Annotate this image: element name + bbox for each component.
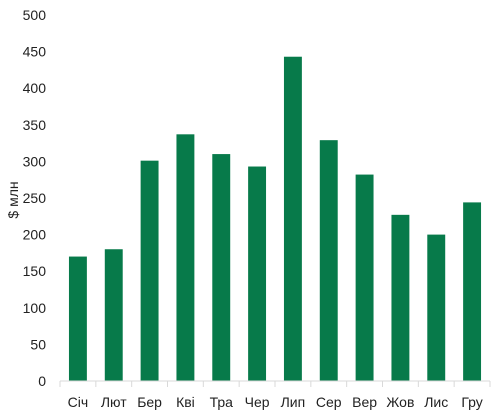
bar — [391, 214, 410, 381]
x-tick-label: Гру — [461, 394, 482, 410]
bar — [283, 56, 302, 381]
y-axis-title: $ млн — [5, 181, 21, 218]
y-tick-label: 350 — [23, 117, 47, 133]
y-tick-label: 300 — [23, 153, 47, 169]
bar — [212, 154, 231, 381]
y-tick-label: 150 — [23, 263, 47, 279]
x-tick-label: Кві — [176, 394, 195, 410]
x-tick-label: Лют — [101, 394, 127, 410]
y-tick-label: 250 — [23, 190, 47, 206]
y-tick-label: 500 — [23, 7, 47, 23]
bar — [463, 202, 482, 381]
bars — [68, 56, 482, 381]
x-tick-label: Лип — [281, 394, 306, 410]
y-tick-label: 100 — [23, 300, 47, 316]
x-tick-label: Чер — [245, 394, 270, 410]
bar — [140, 160, 159, 381]
x-tick-label: Тра — [210, 394, 234, 410]
bar — [248, 166, 267, 381]
bar — [68, 256, 87, 381]
x-tick-label: Сер — [316, 394, 342, 410]
y-tick-label: 200 — [23, 227, 47, 243]
y-tick-label: 50 — [30, 336, 46, 352]
bar — [104, 249, 123, 381]
bar — [355, 174, 374, 381]
bar — [319, 140, 338, 381]
bar — [427, 234, 446, 381]
y-tick-label: 400 — [23, 80, 47, 96]
bar — [176, 134, 195, 381]
y-tick-label: 0 — [38, 373, 46, 389]
x-axis — [59, 380, 491, 387]
x-tick-label: Жов — [386, 394, 414, 410]
x-axis-ticks: Січ Лют Бер Кві Тра Чер Лип Сер Вер Жов Лис Гру — [68, 394, 483, 410]
x-tick-label: Бер — [137, 394, 162, 410]
x-tick-label: Вер — [352, 394, 377, 410]
x-tick-label: Лис — [424, 394, 448, 410]
y-axis-ticks: 0 50 100 150 200 250 300 350 400 450 500 — [23, 7, 47, 389]
y-tick-label: 450 — [23, 44, 47, 60]
x-tick-label: Січ — [68, 394, 89, 410]
